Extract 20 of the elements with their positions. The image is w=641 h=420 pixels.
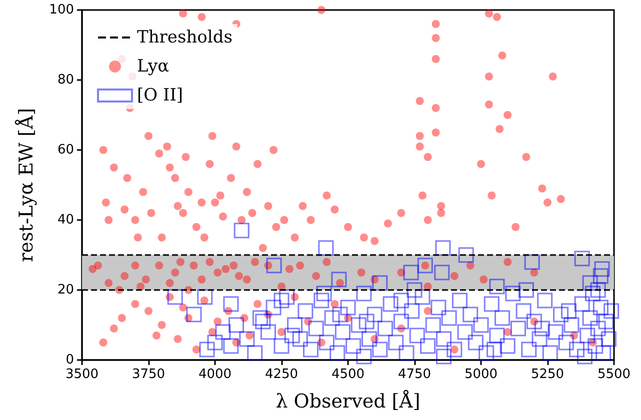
legend-label: Lyα <box>137 56 170 76</box>
x-tick-label: 5000 <box>464 367 498 382</box>
y-tick-label: 40 <box>57 212 74 228</box>
x-tick-label: 4750 <box>398 367 432 382</box>
x-tick-label: 5500 <box>597 367 631 382</box>
legend-label: [O II] <box>137 86 184 106</box>
y-tick-label: 100 <box>49 2 74 18</box>
y-axis-title: rest-Lyα EW [Å] <box>14 108 38 262</box>
x-tick-label: 3500 <box>65 367 99 382</box>
x-tick-label: 4000 <box>198 367 232 382</box>
legend-label: Thresholds <box>137 28 232 48</box>
x-tick-label: 5250 <box>530 367 564 382</box>
y-tick-label: 80 <box>57 72 74 88</box>
y-tick-label: 20 <box>57 282 74 298</box>
x-axis-title: λ Observed [Å] <box>276 390 420 412</box>
y-tick-label: 0 <box>66 352 74 368</box>
y-tick-label: 60 <box>57 142 74 158</box>
x-tick-label: 4500 <box>331 367 365 382</box>
x-tick-label: 4250 <box>264 367 298 382</box>
x-tick-label: 3750 <box>132 367 166 382</box>
